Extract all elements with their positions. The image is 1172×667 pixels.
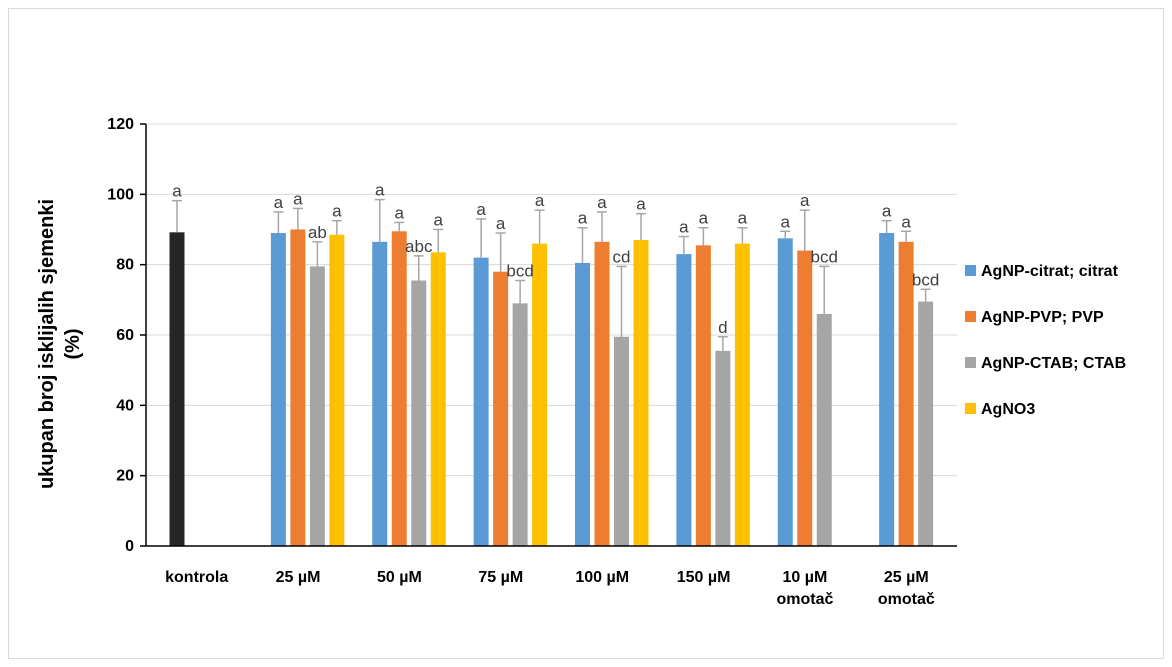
x-category-label: kontrola	[165, 569, 228, 586]
control-data-label: a	[172, 182, 182, 201]
axes: 0 20 40 60 80 100 120 kontrola 25 µM 50 µM 75 µM 10…	[107, 116, 957, 608]
y-axis-title-line-1: ukupan broj isklijalih sjemenki	[36, 199, 58, 489]
series-2-data-label: bcd	[811, 247, 838, 266]
series-2-data-label: ab	[308, 223, 327, 242]
y-tick-label: 120	[107, 116, 134, 133]
series-2-data-label: abc	[405, 237, 433, 256]
series-0-data-label: a	[679, 218, 689, 237]
series-2-data-label: cd	[613, 247, 631, 266]
series-1-bar	[695, 245, 711, 546]
legend-label: AgNP-PVP; PVP	[981, 309, 1104, 326]
bars	[169, 198, 934, 547]
y-tick-label: 60	[116, 327, 134, 344]
series-0-bar	[575, 262, 590, 546]
y-tick-label: 80	[116, 257, 134, 274]
legend-label: AgNP-citrat; citrat	[981, 263, 1119, 280]
series-0-data-label: a	[274, 193, 284, 212]
y-tick-label: 40	[116, 397, 134, 414]
legend-label: AgNP-CTAB; CTAB	[981, 355, 1126, 372]
series-3-data-label: a	[535, 191, 545, 210]
series-2-data-label: bcd	[912, 270, 939, 289]
series-2-bar	[715, 350, 731, 546]
gridlines	[146, 123, 957, 477]
series-2-bar	[411, 280, 427, 546]
series-2-bar	[512, 303, 528, 546]
chart-frame: 0 20 40 60 80 100 120 kontrola 25 µM 50 µM 75 µM 10…	[8, 8, 1164, 659]
x-category-label: 150 µM	[677, 569, 731, 586]
legend-label: AgNO3	[981, 401, 1035, 418]
x-category-label: 100 µM	[575, 569, 629, 586]
y-axis-title-line-2: (%)	[62, 328, 84, 359]
series-1-data-label: a	[395, 203, 405, 222]
series-1-data-label: a	[597, 193, 607, 212]
legend-swatch	[965, 403, 976, 414]
series-0-bar	[473, 257, 489, 546]
series-0-bar	[777, 238, 793, 546]
x-category-label: 75 µM	[478, 569, 523, 586]
series-0-data-label: a	[476, 200, 486, 219]
series-2-data-label: d	[718, 318, 727, 337]
series-0-bar	[676, 254, 692, 546]
series-3-bar	[734, 243, 750, 547]
series-3-bar	[430, 252, 446, 546]
series-1-bar	[391, 231, 407, 546]
series-0-data-label: a	[781, 212, 791, 231]
x-category-label: omotač	[878, 591, 935, 608]
y-tick-label: 0	[125, 538, 134, 555]
control-bar	[169, 232, 185, 546]
y-tick-label: 100	[107, 186, 134, 203]
series-2-bar	[816, 313, 832, 546]
series-1-data-label: a	[293, 189, 303, 208]
legend: AgNP-citrat; citrat AgNP-PVP; PVP AgNP-CTA…	[965, 263, 1126, 418]
series-3-data-label: a	[636, 195, 646, 214]
series-2-bar	[309, 266, 325, 546]
series-0-data-label: a	[882, 202, 892, 221]
series-3-data-label: a	[738, 209, 748, 228]
x-category-label: 25 µM	[276, 569, 321, 586]
series-1-data-label: a	[901, 212, 911, 231]
series-3-bar	[532, 243, 548, 547]
bar-chart: 0 20 40 60 80 100 120 kontrola 25 µM 50 µM 75 µM 10…	[36, 116, 1126, 608]
series-1-bar	[290, 229, 306, 546]
series-0-data-label: a	[375, 181, 385, 200]
series-2-bar	[614, 336, 629, 546]
series-1-bar	[797, 250, 813, 546]
series-0-data-label: a	[578, 209, 588, 228]
series-0-bar	[372, 241, 388, 546]
legend-swatch	[965, 265, 976, 276]
series-0-bar	[879, 233, 895, 546]
series-2-bar	[918, 301, 934, 546]
x-category-label: 10 µM	[783, 569, 828, 586]
x-category-label: 50 µM	[377, 569, 422, 586]
series-1-data-label: a	[496, 214, 506, 233]
series-3-data-label: a	[434, 211, 444, 230]
series-1-data-label: a	[800, 191, 810, 210]
series-1-data-label: a	[699, 209, 709, 228]
x-category-label: omotač	[776, 591, 833, 608]
series-3-bar	[329, 234, 345, 546]
series-1-bar	[594, 241, 610, 546]
series-0-bar	[270, 233, 286, 546]
series-3-bar	[633, 240, 649, 547]
legend-swatch	[965, 311, 976, 322]
series-2-data-label: bcd	[506, 261, 533, 280]
legend-swatch	[965, 357, 976, 368]
series-1-bar	[898, 241, 914, 546]
x-category-label: 25 µM	[884, 569, 929, 586]
series-1-bar	[493, 271, 509, 546]
y-tick-label: 20	[116, 468, 134, 485]
series-3-data-label: a	[332, 202, 342, 221]
